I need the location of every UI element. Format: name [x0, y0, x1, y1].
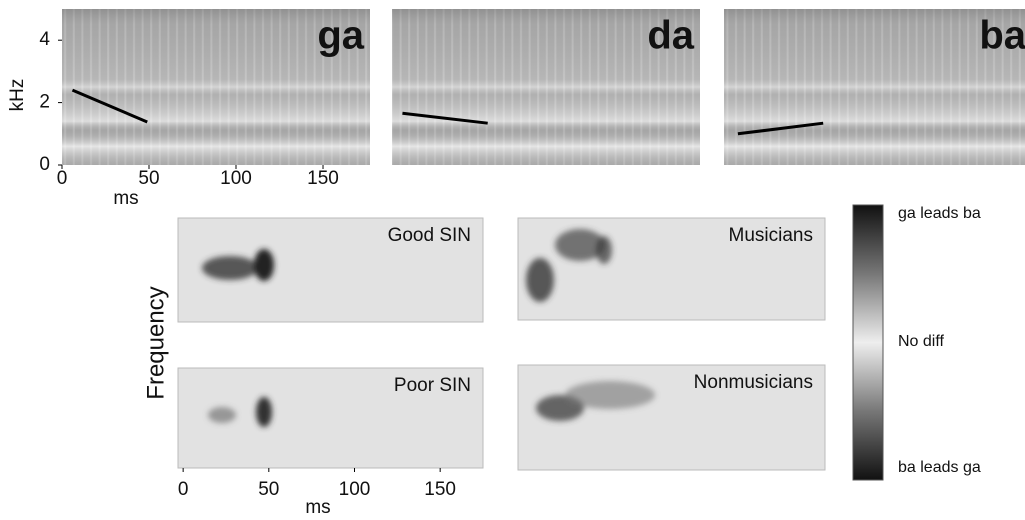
colorbar-label: ga leads ba — [898, 205, 981, 222]
colorbar-label: No diff — [898, 333, 945, 350]
x-tick-label: 150 — [424, 479, 456, 500]
y-tick-label: 2 — [39, 92, 50, 113]
x-tick-label: 50 — [138, 168, 159, 189]
panel-title: Good SIN — [388, 225, 471, 246]
x-axis-label: ms — [305, 497, 330, 518]
panel-title: Musicians — [729, 225, 813, 246]
panel-title: Poor SIN — [394, 375, 471, 396]
x-tick-label: 100 — [339, 479, 371, 500]
panel-title: Nonmusicians — [694, 372, 813, 393]
y-tick-label: 0 — [39, 154, 50, 175]
x-axis-label: ms — [113, 188, 138, 209]
x-tick-label: 50 — [258, 479, 279, 500]
figure-layer: ga da ba 0 2 4 0 50 100 150 kHz ms Good SIN Musicians… — [7, 9, 1025, 518]
x-tick-label: 0 — [178, 479, 189, 500]
colorbar-label: ba leads ga — [898, 459, 981, 476]
y-axis-label: kHz — [7, 79, 28, 112]
panel-title: ba — [979, 14, 1025, 58]
figure: ga da ba 0 2 4 0 50 100 150 kHz ms Good SIN Musicians… — [0, 0, 1025, 520]
y-tick-label: 4 — [39, 29, 50, 50]
x-tick-label: 100 — [220, 168, 252, 189]
panel-title: ga — [317, 14, 364, 58]
x-tick-label: 150 — [307, 168, 339, 189]
y-axis-label: Frequency — [142, 286, 169, 399]
x-tick-label: 0 — [57, 168, 68, 189]
colorbar — [853, 205, 883, 480]
panel-title: da — [647, 14, 694, 58]
